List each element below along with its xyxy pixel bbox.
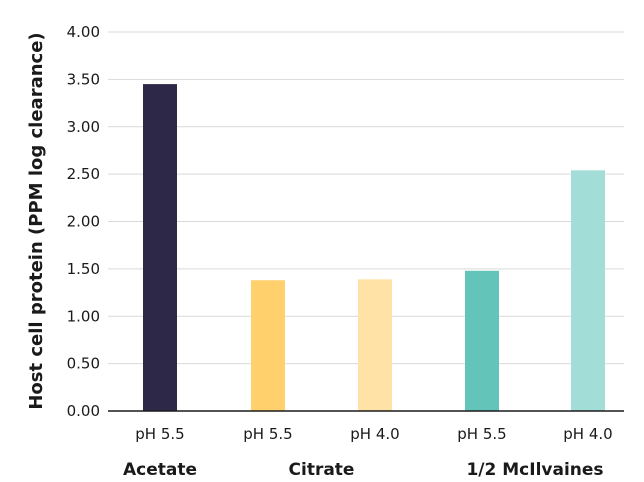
y-tick-labels: 0.00 0.50 1.00 1.50 2.00 2.50 3.00 3.50 4.00 [67,23,100,420]
y-tick-label: 2.00 [67,213,100,231]
bar [571,170,605,411]
bar [358,279,392,411]
group-label: Acetate [123,460,197,480]
y-tick-label: 3.00 [67,118,100,136]
bar [143,84,177,412]
y-tick-label: 2.50 [67,165,100,183]
group-label: 1/2 McIlvaines [466,460,603,480]
x-category-label: pH 5.5 [135,425,184,443]
y-tick-label: 3.50 [67,70,100,88]
y-tick-label: 0.50 [67,355,100,373]
y-axis-title: Host cell protein (PPM log clearance) [26,32,47,409]
bars [143,84,605,412]
y-tick-label: 0.00 [67,402,100,420]
y-tick-label: 4.00 [67,23,100,41]
bar [465,270,499,411]
gridlines [108,31,624,365]
x-category-label: pH 5.5 [243,425,292,443]
x-category-label: pH 5.5 [457,425,506,443]
x-category-label: pH 4.0 [350,425,399,443]
y-tick-label: 1.00 [67,307,100,325]
x-category-labels: pH 5.5 pH 5.5 pH 4.0 pH 5.5 pH 4.0 [135,425,612,443]
group-labels: Acetate Citrate 1/2 McIlvaines [123,460,604,480]
bar [251,280,285,411]
y-tick-label: 1.50 [67,260,100,278]
x-category-label: pH 4.0 [563,425,612,443]
group-label: Citrate [289,460,355,480]
